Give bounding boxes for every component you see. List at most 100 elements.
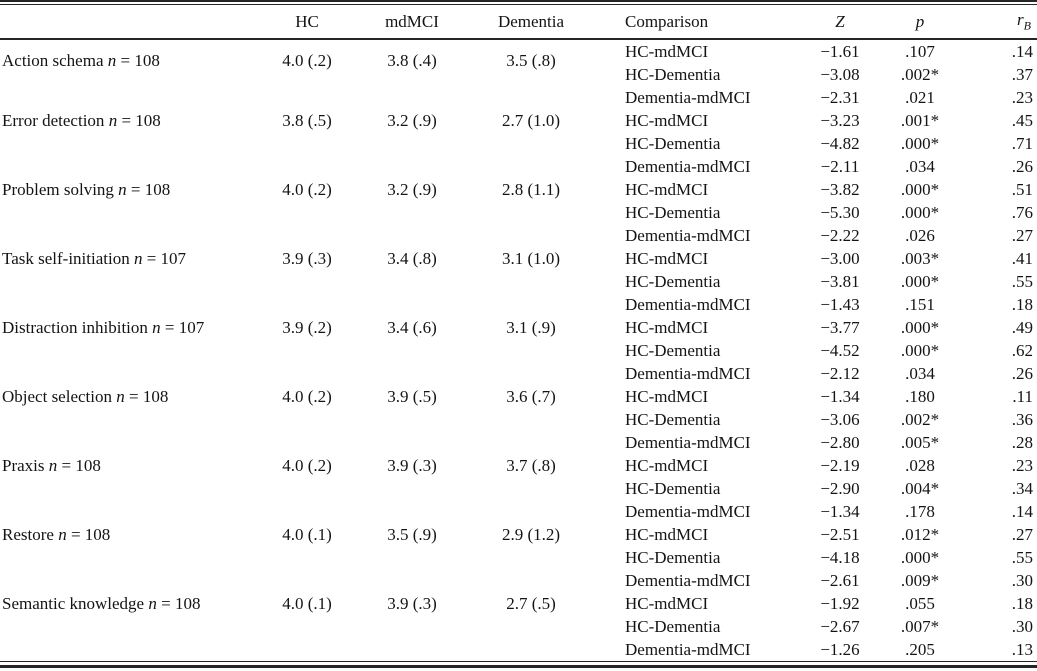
group-name: Praxis — [2, 456, 49, 475]
comparison-pair: HC-mdMCI — [625, 180, 709, 199]
rb-value: .23 — [1011, 88, 1033, 107]
rb-value: .51 — [1011, 180, 1033, 199]
n-symbol: n — [152, 318, 161, 337]
p-value: .000* — [900, 341, 940, 360]
mean-mdmci: 3.2 (.9) — [387, 180, 437, 199]
p-value: .002* — [900, 410, 940, 429]
group-name: Action schema — [2, 51, 108, 70]
mean-mdmci: 3.2 (.9) — [387, 111, 437, 130]
comparison-row: Object selection n = 108 4.0 (.2) 3.9 (.5)… — [0, 385, 1037, 408]
rb-value: .36 — [1011, 410, 1033, 429]
rb-value: .13 — [1011, 640, 1033, 659]
n-symbol: n — [133, 249, 143, 268]
comparison-pair: Dementia-mdMCI — [625, 157, 751, 176]
table-top-double-rule — [0, 0, 1037, 5]
mean-mdmci: 3.8 (.4) — [387, 51, 437, 70]
comparison-pair: Dementia-mdMCI — [625, 502, 751, 521]
comparison-row: Dementia-mdMCI −2.31 .021 .23 — [0, 86, 1037, 109]
rb-value: .55 — [1011, 548, 1033, 567]
group-label: Distraction inhibition n = 107 — [0, 316, 267, 385]
rb-value: .26 — [1011, 364, 1033, 383]
comparison-row: Distraction inhibition n = 107 3.9 (.2) 3.… — [0, 316, 1037, 339]
comparison-pair: HC-Dementia — [625, 341, 721, 360]
rb-value: .71 — [1011, 134, 1033, 153]
mean-hc: 4.0 (.2) — [282, 51, 332, 70]
mean-dementia: 3.5 (.8) — [506, 51, 556, 70]
z-value: −2.31 — [820, 88, 860, 107]
z-value: −3.77 — [820, 318, 860, 337]
header-row: HC mdMCI Dementia Comparison Z p rB — [0, 5, 1037, 40]
table-header: HC mdMCI Dementia Comparison Z p rB — [0, 5, 1037, 40]
n-symbol: n — [118, 180, 127, 199]
group-label: Problem solving n = 108 — [0, 178, 267, 247]
comparison-pair: Dementia-mdMCI — [625, 295, 751, 314]
rb-value: .62 — [1011, 341, 1033, 360]
comparison-row: Dementia-mdMCI −1.26 .205 .13 — [0, 638, 1037, 661]
p-value: .055 — [905, 594, 935, 613]
comparison-row: HC-Dementia −4.18 .000* .55 — [0, 546, 1037, 569]
z-value: −2.11 — [820, 157, 860, 176]
comparison-row: HC-Dementia −2.90 .004* .34 — [0, 477, 1037, 500]
z-value: −3.82 — [820, 180, 860, 199]
group-name: Distraction inhibition — [2, 318, 153, 337]
p-symbol: p — [915, 11, 925, 31]
comparison-row: Task self-initiation n = 107 3.9 (.3) 3.4 … — [0, 247, 1037, 270]
rb-value: .27 — [1011, 525, 1033, 544]
comparison-row: HC-Dementia −3.81 .000* .55 — [0, 270, 1037, 293]
mean-mdmci: 3.4 (.6) — [387, 318, 437, 337]
header-hc: HC — [267, 5, 347, 40]
p-value: .000* — [900, 180, 940, 199]
rb-value: .18 — [1011, 295, 1033, 314]
n-symbol: n — [116, 387, 125, 406]
z-value: −3.23 — [820, 111, 860, 130]
comparison-pair: Dementia-mdMCI — [625, 364, 751, 383]
comparison-row: Dementia-mdMCI −2.22 .026 .27 — [0, 224, 1037, 247]
z-value: −4.18 — [820, 548, 860, 567]
comparison-pair: HC-mdMCI — [625, 525, 709, 544]
p-value: .012* — [900, 525, 940, 544]
rb-value: .27 — [1011, 226, 1033, 245]
comparison-pair: HC-mdMCI — [625, 318, 709, 337]
n-value: = 108 — [57, 456, 101, 475]
n-value: = 107 — [142, 249, 187, 268]
comparison-pair: HC-Dementia — [625, 479, 721, 498]
comparison-pair: HC-mdMCI — [625, 456, 709, 475]
mean-dementia: 2.7 (.5) — [506, 594, 556, 613]
comparison-pair: Dementia-mdMCI — [625, 640, 751, 659]
comparison-pair: HC-mdMCI — [625, 42, 709, 61]
z-value: −2.80 — [820, 433, 860, 452]
z-value: −2.90 — [820, 479, 860, 498]
n-value: = 108 — [117, 111, 161, 130]
group-label: Task self-initiation n = 107 — [0, 247, 267, 316]
p-value: .205 — [905, 640, 935, 659]
mean-dementia: 3.7 (.8) — [506, 456, 556, 475]
comparison-row: Semantic knowledge n = 108 4.0 (.1) 3.9 (.… — [0, 592, 1037, 615]
p-value: .034 — [905, 157, 935, 176]
group-name: Problem solving — [2, 180, 119, 199]
z-value: −3.00 — [820, 249, 860, 268]
r-symbol: r — [1017, 9, 1024, 29]
table-body: Action schema n = 108 4.0 (.2) 3.8 (.4) 3.5… — [0, 39, 1037, 661]
mean-mdmci: 3.9 (.3) — [387, 456, 437, 475]
z-value: −2.12 — [820, 364, 860, 383]
mean-hc: 3.9 (.2) — [282, 318, 332, 337]
comparison-row: HC-Dementia −3.06 .002* .36 — [0, 408, 1037, 431]
rb-value: .45 — [1011, 111, 1033, 130]
mean-hc: 3.9 (.3) — [282, 249, 332, 268]
rb-value: .23 — [1011, 456, 1033, 475]
comparison-pair: Dementia-mdMCI — [625, 571, 751, 590]
comparison-row: Praxis n = 108 4.0 (.2) 3.9 (.3) 3.7 (.8) HC… — [0, 454, 1037, 477]
comparison-row: HC-Dementia −4.82 .000* .71 — [0, 132, 1037, 155]
p-value: .002* — [900, 65, 940, 84]
comparison-pair: HC-mdMCI — [625, 111, 709, 130]
rb-value: .55 — [1011, 272, 1033, 291]
z-value: −1.61 — [820, 42, 860, 61]
comparison-pair: HC-Dementia — [625, 134, 721, 153]
group-label: Action schema n = 108 — [0, 39, 267, 109]
z-value: −1.92 — [820, 594, 860, 613]
mean-hc: 3.8 (.5) — [282, 111, 332, 130]
p-value: .001* — [900, 111, 940, 130]
table-bottom-double-rule — [0, 661, 1037, 668]
z-value: −2.51 — [820, 525, 860, 544]
comparison-row: Dementia-mdMCI −2.61 .009* .30 — [0, 569, 1037, 592]
